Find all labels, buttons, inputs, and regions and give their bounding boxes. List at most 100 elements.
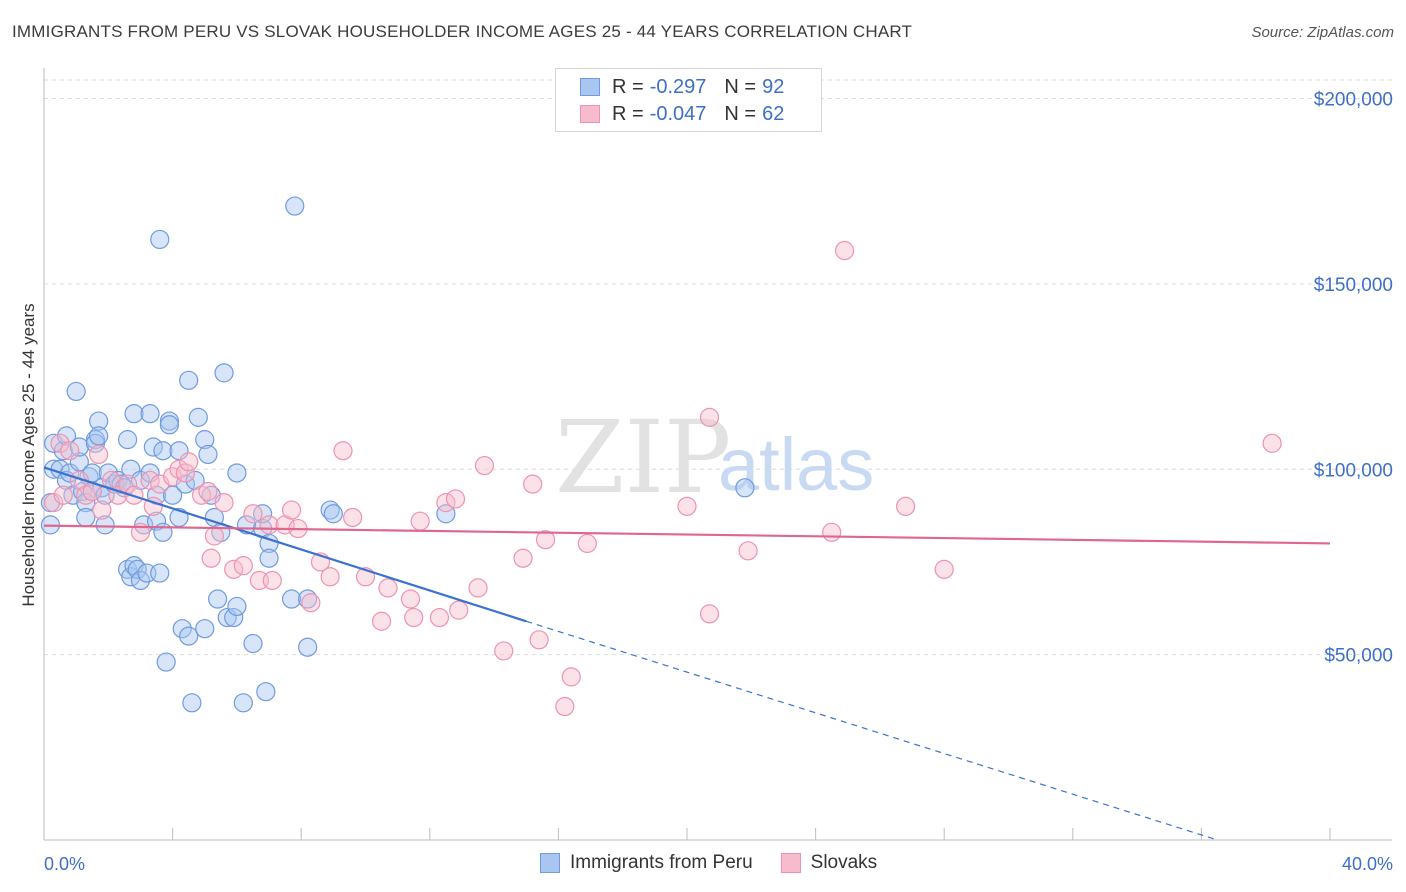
point-slovaks (404, 607, 424, 628)
point-slovaks (449, 600, 469, 620)
point-slovaks (333, 441, 353, 461)
point-peru (121, 567, 141, 587)
point-slovaks (163, 467, 183, 487)
y-tick-label: $150,000 (1314, 275, 1393, 296)
chart-title: IMMIGRANTS FROM PERU VS SLOVAK HOUSEHOLD… (12, 22, 913, 41)
point-peru (259, 548, 279, 568)
point-slovaks (262, 570, 282, 591)
legend-label-peru: Immigrants from Peru (570, 852, 753, 873)
point-peru (66, 381, 86, 402)
point-peru (208, 589, 228, 609)
point-peru (179, 370, 199, 390)
axes (43, 68, 1392, 841)
point-peru (224, 607, 244, 628)
y-tick-label: $200,000 (1314, 90, 1393, 111)
point-slovaks (301, 593, 321, 613)
point-peru (436, 504, 456, 524)
point-peru (256, 682, 276, 702)
legend-r-label: R = (612, 102, 644, 125)
point-peru (143, 437, 163, 457)
point-slovaks (494, 641, 514, 661)
point-slovaks (44, 493, 64, 513)
point-slovaks (896, 496, 916, 516)
point-slovaks (555, 696, 575, 717)
point-peru (159, 415, 179, 435)
point-slovaks (738, 541, 758, 561)
y-tick-label: $50,000 (1324, 646, 1393, 667)
legend-r-label: R = (612, 75, 644, 98)
point-slovaks (474, 455, 495, 476)
point-slovaks (523, 474, 543, 494)
point-peru (127, 559, 147, 579)
point-peru (281, 589, 302, 609)
point-slovaks (429, 607, 450, 628)
point-peru (153, 522, 173, 542)
point-slovaks (1262, 433, 1282, 453)
point-peru (121, 459, 141, 479)
correlation-legend: R = -0.297 N = 92 R = -0.047 N = 62 (555, 68, 822, 132)
legend-swatch-peru (580, 78, 600, 96)
point-peru (117, 430, 138, 450)
point-peru (195, 619, 215, 639)
legend-item-slovaks[interactable]: Slovaks (780, 852, 877, 874)
point-slovaks (343, 507, 363, 528)
source-credit: Source: ZipAtlas.com (1251, 24, 1394, 41)
point-slovaks (204, 526, 224, 546)
point-slovaks (140, 470, 160, 490)
series-slovaks-points (44, 240, 1282, 717)
point-peru (150, 229, 170, 250)
point-slovaks (92, 500, 112, 520)
point-peru (214, 363, 234, 383)
point-slovaks (535, 530, 556, 550)
point-slovaks (243, 504, 263, 524)
point-slovaks (577, 533, 597, 554)
point-slovaks (198, 481, 218, 502)
point-slovaks (699, 407, 720, 427)
point-slovaks (259, 515, 279, 535)
point-peru (735, 478, 755, 498)
point-peru (89, 426, 109, 446)
point-peru (95, 515, 115, 535)
point-peru (298, 589, 318, 609)
legend-n-value-peru: 92 (762, 75, 785, 98)
point-slovaks (513, 548, 533, 568)
point-peru (188, 407, 208, 427)
point-peru (44, 459, 64, 479)
point-slovaks (410, 511, 430, 531)
watermark-atlas: atlas (718, 423, 874, 506)
point-peru (140, 404, 160, 424)
point-peru (227, 463, 247, 483)
point-slovaks (50, 433, 70, 453)
point-slovaks (529, 630, 549, 650)
trend-line-peru-extrapolated (526, 620, 1218, 841)
point-peru (233, 693, 253, 713)
point-slovaks (822, 522, 842, 542)
point-slovaks (53, 485, 73, 505)
point-peru (89, 411, 109, 431)
point-peru (243, 633, 263, 654)
point-peru (253, 504, 273, 524)
point-peru (146, 511, 167, 531)
legend-r-value-slovaks: -0.047 (649, 102, 707, 125)
point-peru (182, 693, 202, 713)
watermark-zip: ZIP (555, 399, 731, 516)
legend-item-peru[interactable]: Immigrants from Peru (540, 852, 753, 874)
point-slovaks (233, 556, 253, 576)
legend-row-slovaks: R = -0.047 N = 62 (580, 102, 784, 126)
legend-n-label: N = (724, 75, 757, 98)
point-slovaks (561, 667, 581, 687)
point-slovaks (201, 548, 221, 568)
point-peru (76, 507, 96, 528)
legend-swatch-slovaks (780, 853, 801, 873)
trend-line-peru (43, 466, 527, 623)
point-peru (69, 437, 89, 457)
point-slovaks (281, 500, 302, 520)
point-peru (320, 500, 340, 520)
point-peru (76, 493, 96, 513)
legend-r-value-peru: -0.297 (649, 75, 707, 98)
point-peru (298, 637, 318, 657)
legend-row-peru: R = -0.297 N = 92 (580, 75, 784, 99)
point-peru (124, 404, 144, 424)
trend-lines (43, 466, 1331, 841)
